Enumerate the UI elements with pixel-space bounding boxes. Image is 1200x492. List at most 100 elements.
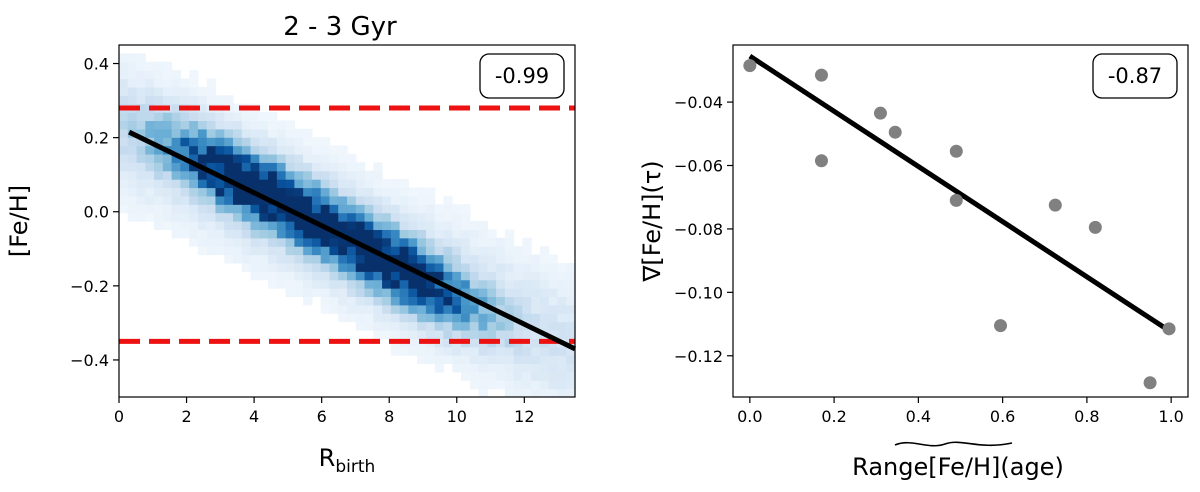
heatmap-cell: [136, 153, 146, 163]
heatmap-cell: [478, 346, 488, 356]
heatmap-cell: [162, 153, 173, 163]
heatmap-cell: [311, 237, 322, 247]
heatmap-cell: [320, 212, 331, 222]
heatmap-cell: [461, 371, 471, 381]
heatmap-cell: [119, 153, 129, 163]
heatmap-cell: [443, 288, 453, 298]
heatmap-cell: [259, 170, 269, 180]
heatmap-cell: [539, 346, 550, 356]
heatmap-cell: [303, 221, 313, 230]
heatmap-cell: [425, 262, 436, 272]
x-axis-label: Range[Fe/H](age): [852, 453, 1064, 481]
heatmap-cell: [390, 321, 401, 331]
heatmap-cell: [119, 145, 129, 155]
heatmap-cell: [338, 304, 348, 314]
heatmap-cell: [478, 388, 488, 398]
y-tick-label: −0.08: [674, 220, 723, 239]
heatmap-cell: [452, 296, 462, 306]
heatmap-cell: [206, 170, 217, 180]
heatmap-cell: [531, 288, 541, 298]
heatmap-cell: [434, 246, 445, 256]
heatmap-cell: [268, 262, 278, 272]
heatmap-cell: [197, 95, 208, 105]
heatmap-cell: [487, 321, 497, 331]
heatmap-cell: [162, 95, 173, 105]
heatmap-cell: [478, 313, 488, 323]
heatmap-cell: [268, 212, 278, 222]
heatmap-cell: [311, 271, 322, 281]
heatmap-cell: [566, 262, 576, 272]
heatmap-cell: [390, 329, 401, 339]
heatmap-cell: [241, 204, 252, 214]
heatmap-cell: [250, 153, 260, 163]
heatmap-cell: [452, 212, 462, 222]
heatmap-cell: [338, 212, 348, 222]
heatmap-cell: [250, 162, 260, 172]
heatmap-cell: [425, 212, 436, 222]
heatmap-cell: [303, 128, 313, 138]
heatmap-cell: [355, 170, 366, 180]
heatmap-cell: [311, 246, 322, 256]
heatmap-cell: [268, 153, 278, 163]
heatmap-cell: [355, 279, 366, 289]
heatmap-cell: [303, 137, 313, 147]
heatmap-cell: [276, 271, 287, 281]
heatmap-cell: [180, 195, 190, 205]
heatmap-cell: [408, 304, 418, 314]
heatmap-cell: [215, 153, 225, 163]
heatmap-cell: [145, 212, 155, 222]
heatmap-cell: [417, 288, 427, 298]
heatmap-cell: [443, 279, 453, 289]
heatmap-cell: [531, 313, 541, 323]
heatmap-cell: [233, 254, 243, 264]
heatmap-cell: [504, 229, 515, 239]
data-point: [1143, 376, 1157, 390]
heatmap-cell: [145, 78, 155, 88]
heatmap-cell: [197, 246, 208, 256]
heatmap-cell: [504, 346, 515, 356]
heatmap-cell: [382, 246, 392, 256]
heatmap-cell: [268, 162, 278, 172]
heatmap-cell: [417, 296, 427, 306]
heatmap-cell: [557, 329, 567, 339]
heatmap-cell: [478, 229, 488, 239]
heatmap-cell: [320, 145, 331, 155]
heatmap-cell: [233, 137, 243, 147]
heatmap-cell: [382, 313, 392, 323]
heatmap-cell: [434, 304, 445, 314]
heatmap-cell: [548, 355, 559, 365]
heatmap-cell: [276, 221, 287, 230]
heatmap-cell: [259, 254, 269, 264]
y-tick-label: 0.4: [84, 55, 109, 74]
heatmap-cell: [224, 137, 234, 147]
heatmap-cell: [171, 120, 181, 130]
heatmap-cell: [478, 271, 488, 281]
heatmap-cell: [399, 237, 409, 247]
heatmap-cell: [145, 187, 155, 197]
heatmap-cell: [189, 145, 199, 155]
heatmap-cell: [373, 321, 383, 331]
heatmap-cell: [311, 288, 322, 298]
heatmap-cell: [127, 204, 138, 214]
heatmap-cell: [294, 162, 304, 172]
heatmap-cell: [320, 262, 331, 272]
x-tick-label: 0.8: [1074, 407, 1099, 426]
heatmap-cell: [127, 137, 138, 147]
heatmap-cell: [513, 254, 523, 264]
heatmap-cell: [347, 313, 357, 323]
heatmap-cell: [136, 78, 146, 88]
y-tick-label: 0.0: [84, 203, 109, 222]
heatmap-cell: [399, 346, 409, 356]
heatmap-cell: [539, 288, 550, 298]
heatmap-cell: [294, 170, 304, 180]
heatmap-cell: [382, 288, 392, 298]
heatmap-cell: [145, 95, 155, 105]
heatmap-cell: [373, 262, 383, 272]
heatmap-cell: [382, 237, 392, 247]
heatmap-cell: [154, 120, 164, 130]
heatmap-cell: [180, 179, 190, 189]
heatmap-cell: [119, 112, 129, 122]
heatmap-cell: [390, 313, 401, 323]
heatmap-cell: [399, 288, 409, 298]
heatmap-cell: [338, 237, 348, 247]
